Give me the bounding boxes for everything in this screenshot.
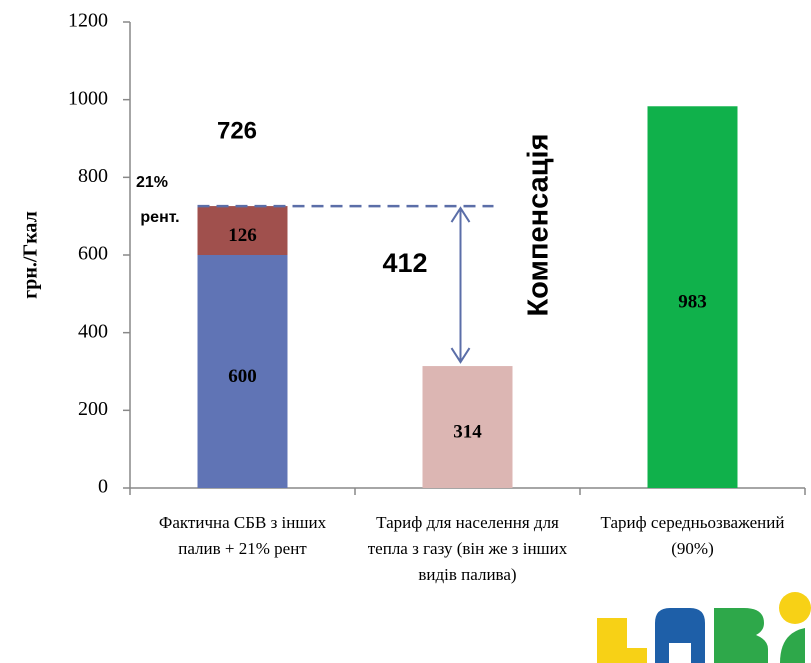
bar bbox=[422, 366, 513, 488]
y-tick-label: 1000 bbox=[68, 87, 108, 109]
y-tick-label: 400 bbox=[78, 320, 108, 342]
y-axis-label: грн./Гкал bbox=[20, 211, 42, 299]
share-label: рент. bbox=[140, 209, 179, 226]
arrow-head bbox=[450, 347, 471, 364]
bar bbox=[197, 206, 288, 255]
y-tick-label: 1200 bbox=[68, 10, 108, 32]
data-label: 600 bbox=[228, 366, 257, 387]
x-tick-label: Фактична СБВ з інших палив + 21% рент bbox=[158, 513, 327, 558]
arrow-head bbox=[450, 206, 471, 223]
y-tick-label: 200 bbox=[78, 398, 108, 420]
bar bbox=[647, 106, 738, 488]
data-label: 314 bbox=[453, 421, 482, 442]
y-tick-label: 600 bbox=[78, 243, 108, 265]
data-label: 126 bbox=[228, 225, 257, 246]
share-label: 21% bbox=[136, 174, 168, 191]
compensation-label: Компенсація bbox=[523, 133, 555, 316]
x-tick-label: Тариф для населення для тепла з газу (ві… bbox=[367, 513, 568, 584]
x-tick-label: Тариф середньозважений (90%) bbox=[600, 513, 785, 558]
y-tick-label: 800 bbox=[78, 165, 108, 187]
total-label: 726 bbox=[217, 117, 257, 144]
difference-label: 412 bbox=[382, 248, 427, 278]
logo bbox=[597, 592, 811, 663]
y-tick-label: 0 bbox=[98, 476, 108, 498]
data-label: 983 bbox=[678, 291, 707, 312]
bar bbox=[197, 255, 288, 488]
